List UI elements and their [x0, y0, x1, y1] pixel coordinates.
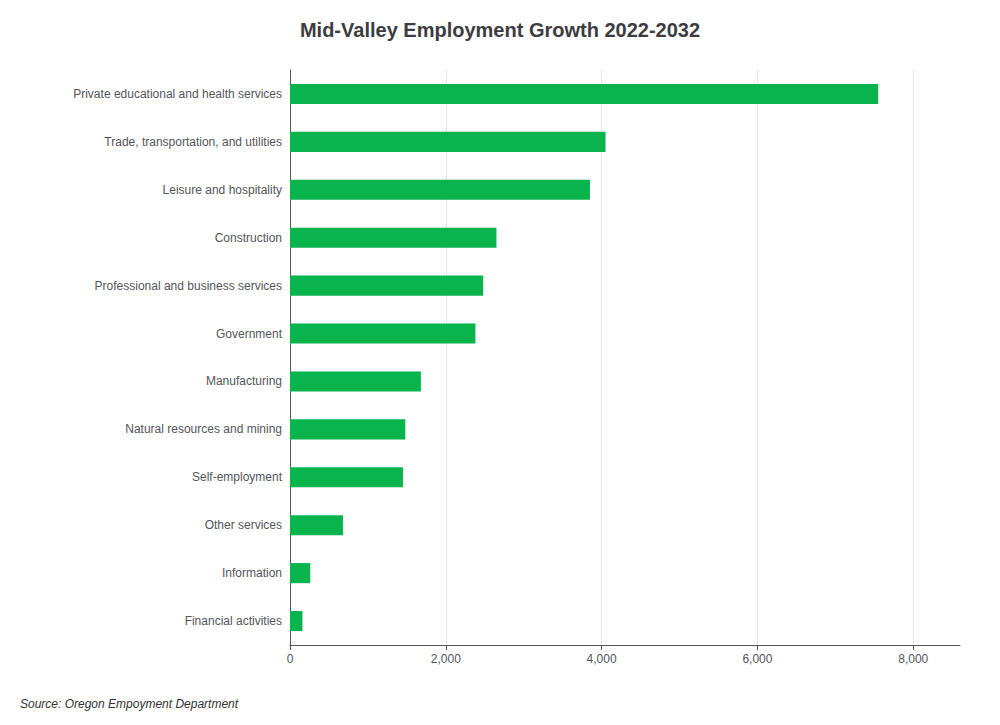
svg-text:Construction: Construction — [215, 231, 282, 245]
svg-text:Other services: Other services — [205, 518, 282, 532]
svg-text:Private educational and health: Private educational and health services — [73, 87, 282, 101]
svg-text:Trade, transportation, and uti: Trade, transportation, and utilities — [104, 135, 282, 149]
svg-text:2,000: 2,000 — [431, 652, 461, 666]
svg-text:0: 0 — [287, 652, 294, 666]
svg-text:8,000: 8,000 — [898, 652, 928, 666]
svg-text:6,000: 6,000 — [742, 652, 772, 666]
svg-text:Government: Government — [216, 327, 283, 341]
svg-text:4,000: 4,000 — [587, 652, 617, 666]
svg-text:Leisure and hospitality: Leisure and hospitality — [163, 183, 282, 197]
svg-text:Information: Information — [222, 566, 282, 580]
svg-text:Professional and business serv: Professional and business services — [95, 279, 282, 293]
svg-text:Natural resources and mining: Natural resources and mining — [125, 422, 282, 436]
svg-text:Financial activities: Financial activities — [185, 614, 282, 628]
svg-text:Manufacturing: Manufacturing — [206, 374, 282, 388]
svg-text:Mid-Valley Employment Growth 2: Mid-Valley Employment Growth 2022-2032 — [300, 19, 700, 41]
svg-text:Self-employment: Self-employment — [192, 470, 283, 484]
svg-text:Source: Oregon Empoyment Depar: Source: Oregon Empoyment Department — [20, 697, 239, 711]
